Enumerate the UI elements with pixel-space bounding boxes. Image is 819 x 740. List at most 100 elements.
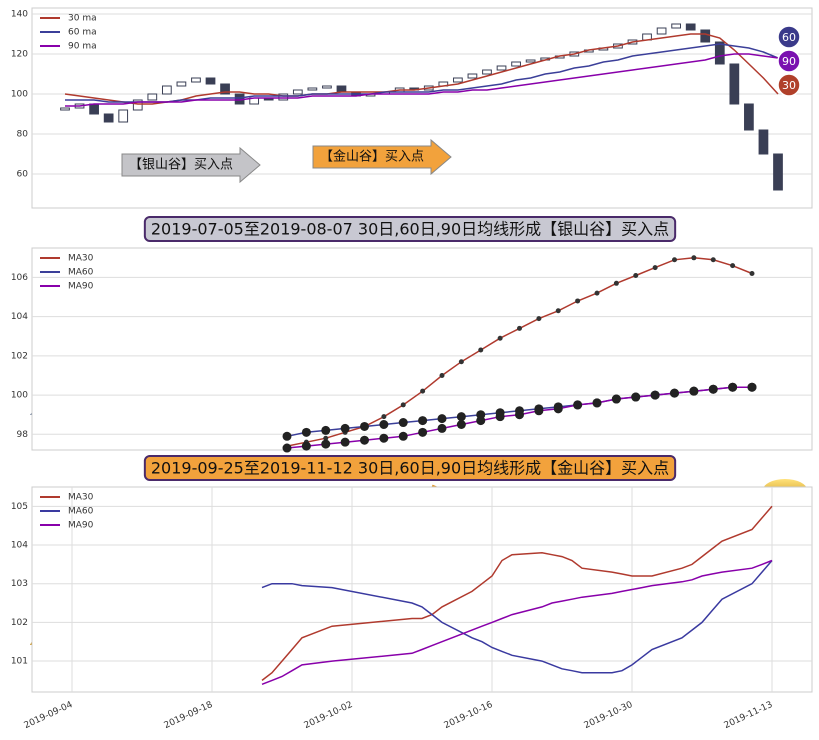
candle <box>729 63 740 105</box>
marker <box>594 290 600 296</box>
y-tick-label: 100 <box>11 90 28 100</box>
legend-label: 60 ma <box>68 28 97 38</box>
candle <box>191 77 201 83</box>
legend-label: MA60 <box>68 268 94 278</box>
marker <box>458 359 464 365</box>
marker <box>439 372 445 378</box>
marker <box>536 316 542 322</box>
y-tick-label: 104 <box>11 541 28 551</box>
marker <box>650 390 660 400</box>
annotation: 【金山谷】买入点 <box>320 149 424 165</box>
y-tick-label: 101 <box>11 657 28 667</box>
annotation-arrow <box>121 146 261 184</box>
candle <box>118 109 129 123</box>
candle <box>482 69 492 75</box>
y-tick-label: 102 <box>11 351 28 361</box>
candle <box>336 85 347 93</box>
marker <box>534 406 544 416</box>
marker <box>398 418 408 428</box>
y-tick-label: 80 <box>17 130 29 140</box>
marker <box>592 398 602 408</box>
y-tick-label: 140 <box>11 10 28 20</box>
candle <box>147 93 158 101</box>
plot-area <box>31 7 813 209</box>
marker <box>321 425 331 435</box>
marker <box>478 347 484 353</box>
y-tick-label: 100 <box>11 391 28 401</box>
candle <box>176 81 187 87</box>
x-tick-label: 2019-11-13 <box>723 700 775 731</box>
series-line <box>261 505 773 681</box>
candle <box>292 89 303 95</box>
legend-label: 90 ma <box>68 42 97 52</box>
marker <box>611 394 621 404</box>
candle <box>744 103 754 131</box>
y-tick-label: 103 <box>11 579 28 589</box>
marker <box>418 427 428 437</box>
marker <box>689 386 699 396</box>
marker <box>437 423 447 433</box>
legend-label: MA90 <box>68 521 94 531</box>
marker <box>360 435 369 445</box>
marker <box>749 270 755 276</box>
marker <box>631 392 641 402</box>
candle <box>700 29 711 43</box>
candle <box>322 85 332 89</box>
annotation: 【银山谷】买入点 <box>129 158 233 173</box>
series-line <box>261 560 773 674</box>
marker <box>418 416 428 426</box>
candle <box>132 99 143 111</box>
marker <box>633 272 639 278</box>
marker <box>728 382 738 392</box>
x-tick-label: 2019-09-18 <box>163 700 215 731</box>
marker <box>555 308 561 314</box>
marker <box>437 414 447 424</box>
series-line <box>65 53 779 107</box>
marker <box>730 263 736 269</box>
marker <box>379 433 389 443</box>
candle <box>60 107 70 111</box>
legend-label: MA30 <box>68 493 94 503</box>
marker <box>400 402 406 408</box>
marker <box>321 439 331 449</box>
marker <box>710 257 716 263</box>
marker <box>517 325 522 331</box>
candle <box>278 93 289 101</box>
candle <box>773 153 783 191</box>
marker <box>282 443 292 453</box>
candle <box>220 83 230 95</box>
marker <box>691 255 697 261</box>
marker <box>515 410 524 420</box>
marker <box>381 414 387 420</box>
y-tick-label: 98 <box>17 430 29 440</box>
y-tick-label: 105 <box>11 502 28 512</box>
candle <box>103 113 114 123</box>
candle <box>496 65 507 71</box>
marker <box>301 441 311 451</box>
marker <box>456 412 466 422</box>
marker <box>495 412 505 422</box>
legend-label: MA90 <box>68 282 94 292</box>
marker <box>575 298 581 304</box>
marker <box>323 435 329 441</box>
badge-label: 60 <box>782 31 796 44</box>
badge <box>777 49 801 73</box>
candle <box>656 27 667 35</box>
x-tick-label: 2019-10-02 <box>303 700 355 731</box>
candle <box>307 87 318 91</box>
marker <box>670 388 679 398</box>
series-line <box>65 43 779 103</box>
marker <box>613 280 619 286</box>
badge-label: 30 <box>782 79 796 92</box>
candle <box>453 77 463 83</box>
candle <box>685 23 696 31</box>
x-tick-label: 2019-10-16 <box>443 700 495 731</box>
badge-label: 90 <box>782 55 796 68</box>
marker <box>672 257 677 263</box>
candle <box>511 61 521 67</box>
marker <box>456 420 466 430</box>
x-tick-label: 2019-10-30 <box>583 700 635 731</box>
y-tick-label: 104 <box>11 312 28 322</box>
series-line <box>261 559 773 685</box>
marker <box>301 427 311 437</box>
